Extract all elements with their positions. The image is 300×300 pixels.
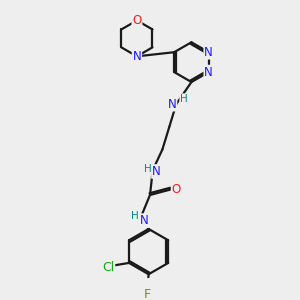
Text: H: H [131,211,139,221]
Text: N: N [168,98,176,111]
Text: N: N [140,214,149,227]
Text: N: N [152,165,161,178]
Text: N: N [133,50,141,63]
Text: N: N [204,46,213,59]
Text: Cl: Cl [102,261,114,274]
Text: H: H [180,94,188,104]
Text: O: O [132,14,142,27]
Text: H: H [144,164,152,174]
Text: O: O [172,183,181,196]
Text: F: F [144,289,151,300]
Text: N: N [204,66,213,79]
